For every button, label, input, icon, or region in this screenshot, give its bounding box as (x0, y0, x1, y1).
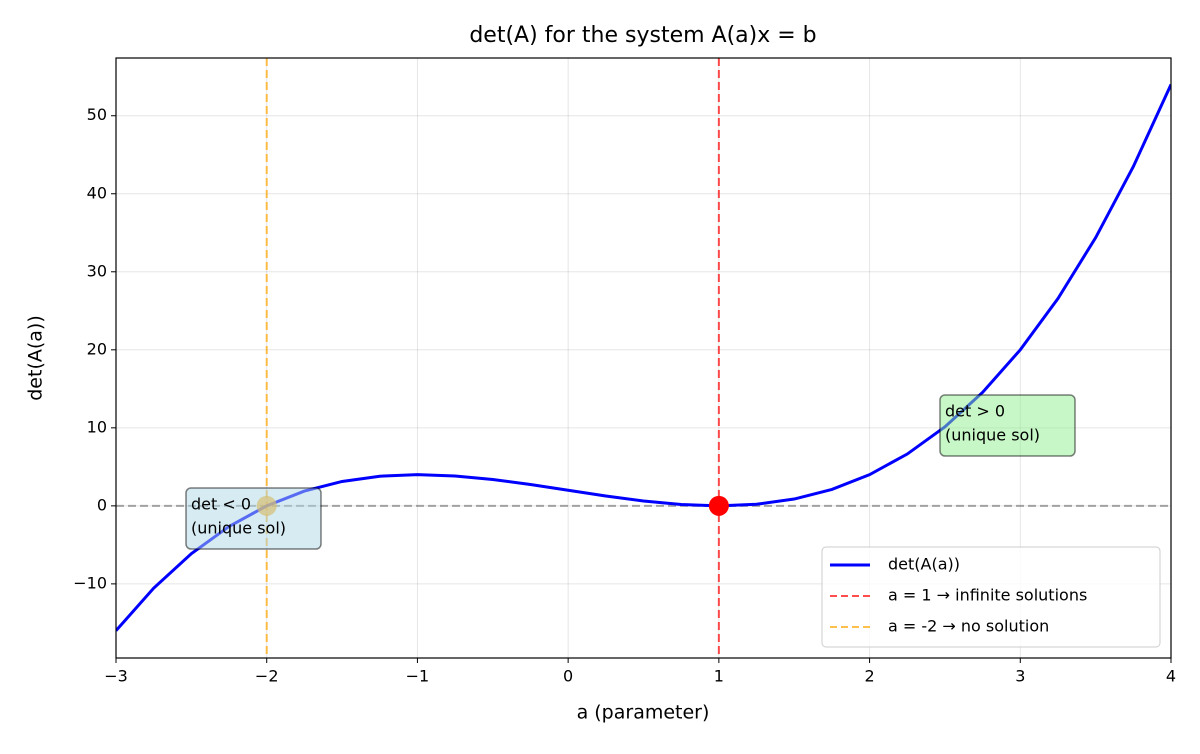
legend-label: a = -2 → no solution (888, 617, 1049, 636)
x-axis-label: a (parameter) (577, 702, 710, 724)
x-tick-label: 4 (1166, 667, 1176, 686)
annotation-text: det > 0 (945, 402, 1005, 421)
y-tick-label: 20 (87, 339, 107, 358)
x-tick-label: −2 (255, 667, 279, 686)
y-tick-label: 30 (87, 261, 107, 280)
legend-box (821, 546, 1161, 648)
y-axis-label: det(A(a)) (25, 315, 47, 401)
x-tick-label: −3 (104, 667, 128, 686)
x-tick-label: 1 (714, 667, 724, 686)
x-tick-label: −1 (406, 667, 430, 686)
legend-label: det(A(a)) (888, 555, 960, 574)
annotation-text: (unique sol) (191, 519, 286, 538)
y-tick-label: 40 (87, 183, 107, 202)
legend-label: a = 1 → infinite solutions (888, 586, 1087, 605)
plot-frame (115, 57, 1172, 659)
y-tick-label: 10 (87, 417, 107, 436)
y-tick-label: 0 (97, 495, 107, 514)
annotation-text: det < 0 (191, 495, 251, 514)
y-tick-label: −10 (73, 573, 107, 592)
y-tick-label: 50 (87, 105, 107, 124)
annotation-box (939, 394, 1076, 457)
x-tick-label: 2 (864, 667, 874, 686)
marker (708, 495, 729, 516)
chart-title: det(A) for the system A(a)x = b (469, 23, 816, 48)
x-tick-label: 3 (1015, 667, 1025, 686)
x-tick-label: 0 (563, 667, 573, 686)
annotation-box (185, 487, 322, 550)
annotation-text: (unique sol) (945, 426, 1040, 445)
